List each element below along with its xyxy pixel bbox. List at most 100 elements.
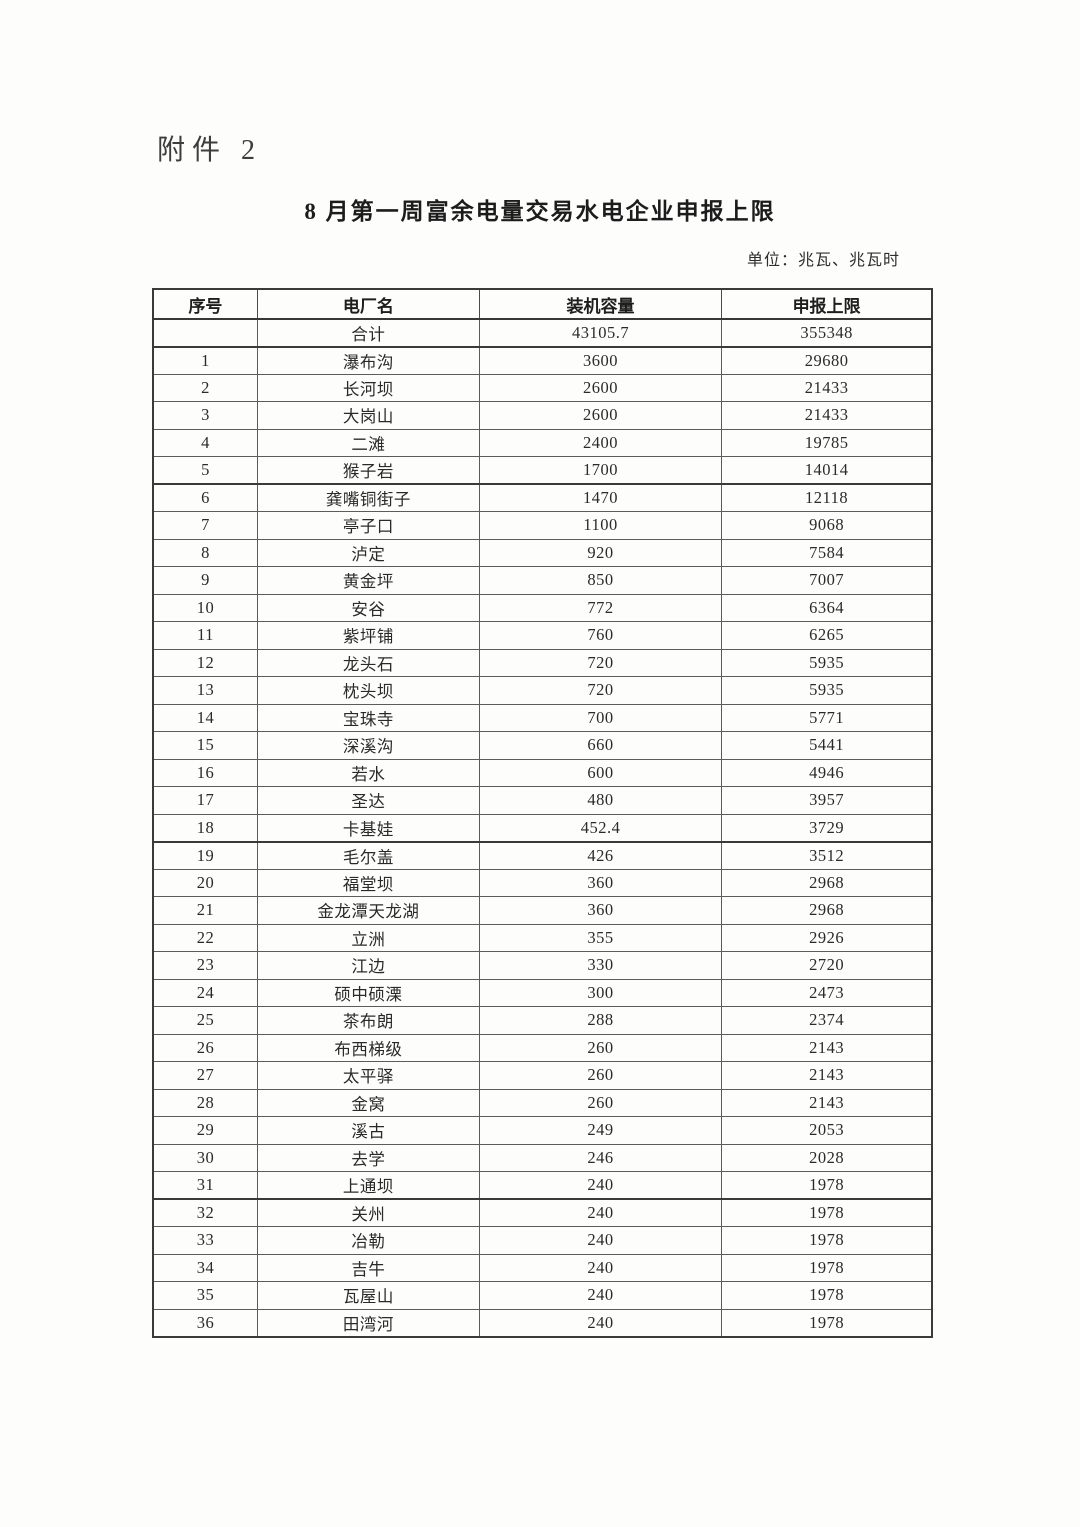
seq-cell: 7 (152, 511, 258, 540)
name-cell: 圣达 (256, 786, 480, 815)
table-row: 27 太平驿 260 2143 (152, 1061, 933, 1090)
seq-cell: 17 (152, 786, 258, 815)
table-row: 合计 43105.7 355348 (152, 318, 933, 348)
limit-cell: 355348 (721, 318, 933, 348)
capacity-cell: 1100 (478, 511, 723, 540)
limit-cell: 2473 (721, 978, 933, 1007)
capacity-cell: 260 (478, 1061, 723, 1090)
capacity-cell: 249 (478, 1116, 723, 1145)
table-row: 29 溪古 249 2053 (152, 1116, 933, 1145)
seq-cell: 35 (152, 1281, 258, 1310)
table-row: 11 紫坪铺 760 6265 (152, 621, 933, 650)
name-cell: 上通坝 (256, 1171, 480, 1200)
capacity-cell: 2600 (478, 401, 723, 430)
limit-cell: 12118 (721, 483, 933, 512)
limit-cell: 19785 (721, 428, 933, 457)
name-cell: 去学 (256, 1143, 480, 1172)
seq-cell: 20 (152, 868, 258, 897)
seq-cell: 32 (152, 1198, 258, 1227)
capacity-cell: 480 (478, 786, 723, 815)
limit-cell: 1978 (721, 1198, 933, 1227)
capacity-cell: 850 (478, 566, 723, 595)
table-row: 13 枕头坝 720 5935 (152, 676, 933, 705)
capacity-cell: 3600 (478, 346, 723, 375)
name-cell: 冶勒 (256, 1226, 480, 1255)
name-cell: 二滩 (256, 428, 480, 457)
name-cell: 茶布朗 (256, 1006, 480, 1035)
limit-cell: 3957 (721, 786, 933, 815)
seq-cell: 28 (152, 1088, 258, 1117)
name-cell: 安谷 (256, 593, 480, 622)
seq-cell: 10 (152, 593, 258, 622)
table-row: 36 田湾河 240 1978 (152, 1308, 933, 1337)
table-header: 序号 电厂名 装机容量 申报上限 (152, 288, 933, 320)
table-row: 32 关州 240 1978 (152, 1198, 933, 1227)
limit-cell: 3729 (721, 813, 933, 843)
name-cell: 田湾河 (256, 1308, 480, 1337)
table-row: 2 长河坝 2600 21433 (152, 373, 933, 402)
attachment-label: 附件 2 (157, 135, 263, 166)
limit-cell: 14014 (721, 456, 933, 485)
seq-cell: 9 (152, 566, 258, 595)
name-cell: 宝珠寺 (256, 703, 480, 732)
limit-cell: 2926 (721, 923, 933, 952)
name-cell: 关州 (256, 1198, 480, 1227)
column-header: 序号 (152, 288, 258, 320)
seq-cell: 12 (152, 648, 258, 677)
capacity-cell: 720 (478, 648, 723, 677)
limit-cell: 2053 (721, 1116, 933, 1145)
limit-cell: 1978 (721, 1308, 933, 1337)
capacity-cell: 260 (478, 1033, 723, 1062)
capacity-cell: 2600 (478, 373, 723, 402)
table-row: 28 金窝 260 2143 (152, 1088, 933, 1117)
name-cell: 合计 (256, 318, 480, 348)
limit-cell: 2968 (721, 896, 933, 925)
table-row: 3 大岗山 2600 21433 (152, 401, 933, 430)
limit-cell: 7584 (721, 538, 933, 567)
table-row: 8 泸定 920 7584 (152, 538, 933, 567)
table-row: 7 亭子口 1100 9068 (152, 511, 933, 540)
table-row: 35 瓦屋山 240 1978 (152, 1281, 933, 1310)
capacity-cell: 240 (478, 1171, 723, 1200)
capacity-cell: 288 (478, 1006, 723, 1035)
capacity-cell: 1470 (478, 483, 723, 512)
limit-cell: 1978 (721, 1226, 933, 1255)
name-cell: 深溪沟 (256, 731, 480, 760)
capacity-cell: 246 (478, 1143, 723, 1172)
table-row: 33 冶勒 240 1978 (152, 1226, 933, 1255)
limit-cell: 1978 (721, 1281, 933, 1310)
capacity-cell: 240 (478, 1253, 723, 1282)
seq-cell: 2 (152, 373, 258, 402)
capacity-cell: 426 (478, 841, 723, 870)
limit-cell: 5771 (721, 703, 933, 732)
capacity-cell: 920 (478, 538, 723, 567)
capacity-cell: 43105.7 (478, 318, 723, 348)
name-cell: 龚嘴铜街子 (256, 483, 480, 512)
name-cell: 龙头石 (256, 648, 480, 677)
limit-cell: 4946 (721, 758, 933, 787)
name-cell: 金窝 (256, 1088, 480, 1117)
limit-cell: 7007 (721, 566, 933, 595)
seq-cell: 21 (152, 896, 258, 925)
table-row: 20 福堂坝 360 2968 (152, 868, 933, 897)
table-row: 16 若水 600 4946 (152, 758, 933, 787)
limit-cell: 2968 (721, 868, 933, 897)
capacity-cell: 600 (478, 758, 723, 787)
seq-cell: 18 (152, 813, 258, 843)
name-cell: 溪古 (256, 1116, 480, 1145)
seq-cell (152, 318, 258, 348)
table-row: 17 圣达 480 3957 (152, 786, 933, 815)
seq-cell: 19 (152, 841, 258, 870)
table-row: 26 布西梯级 260 2143 (152, 1033, 933, 1062)
seq-cell: 26 (152, 1033, 258, 1062)
column-header: 申报上限 (721, 288, 933, 320)
name-cell: 泸定 (256, 538, 480, 567)
column-header: 装机容量 (478, 288, 723, 320)
capacity-cell: 660 (478, 731, 723, 760)
table-row: 14 宝珠寺 700 5771 (152, 703, 933, 732)
table-row: 12 龙头石 720 5935 (152, 648, 933, 677)
limit-cell: 2720 (721, 951, 933, 980)
capacity-cell: 452.4 (478, 813, 723, 843)
table-row: 10 安谷 772 6364 (152, 593, 933, 622)
